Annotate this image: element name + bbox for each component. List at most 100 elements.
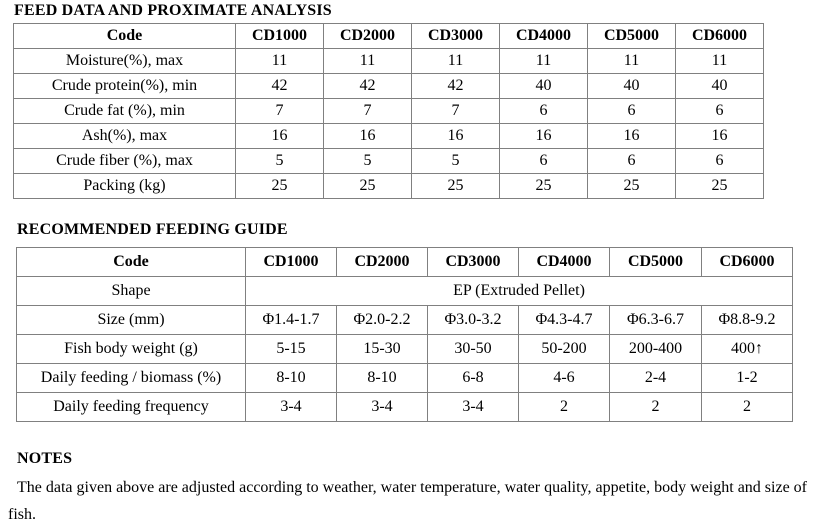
header-row: Code CD1000 CD2000 CD3000 CD4000 CD5000 … <box>16 247 793 277</box>
value-cell: 11 <box>499 48 588 74</box>
value-cell: 6 <box>587 98 676 124</box>
value-cell: 25 <box>499 173 588 199</box>
value-cell: 42 <box>411 73 500 99</box>
notes-body: The data given above are adjusted accord… <box>8 479 807 523</box>
table-row-packing: Packing (kg) 25 25 25 25 25 25 <box>13 173 764 199</box>
value-cell: 6 <box>587 148 676 174</box>
row-label: Ash(%), max <box>13 123 236 149</box>
header-row: Code CD1000 CD2000 CD3000 CD4000 CD5000 … <box>13 23 764 49</box>
value-cell: 15-30 <box>336 334 428 364</box>
column-header-cd3000: CD3000 <box>411 23 500 49</box>
value-cell: 5 <box>411 148 500 174</box>
value-cell: 16 <box>587 123 676 149</box>
value-cell: 3-4 <box>336 392 428 422</box>
value-cell: 200-400 <box>609 334 702 364</box>
row-label: Fish body weight (g) <box>16 334 246 364</box>
value-cell: 11 <box>235 48 324 74</box>
value-cell: Φ3.0-3.2 <box>427 305 519 335</box>
row-label: Crude fat (%), min <box>13 98 236 124</box>
value-cell: 40 <box>675 73 764 99</box>
value-cell: 5-15 <box>245 334 337 364</box>
notes-title: NOTES <box>17 450 73 467</box>
value-cell: 42 <box>323 73 412 99</box>
value-cell: 6 <box>675 148 764 174</box>
column-header-cd4000: CD4000 <box>518 247 610 277</box>
row-label: Crude fiber (%), max <box>13 148 236 174</box>
value-cell: Φ4.3-4.7 <box>518 305 610 335</box>
row-label: Shape <box>16 276 246 306</box>
column-header-cd5000: CD5000 <box>587 23 676 49</box>
value-cell: 2 <box>518 392 610 422</box>
value-cell: 25 <box>235 173 324 199</box>
column-header-cd4000: CD4000 <box>499 23 588 49</box>
value-cell: 6 <box>499 98 588 124</box>
value-cell: 2 <box>609 392 702 422</box>
table-row-shape: Shape EP (Extruded Pellet) <box>16 276 793 306</box>
row-label: Packing (kg) <box>13 173 236 199</box>
table-row-moisture: Moisture(%), max 11 11 11 11 11 11 <box>13 48 764 74</box>
value-cell: Φ8.8-9.2 <box>701 305 793 335</box>
value-cell: 11 <box>411 48 500 74</box>
row-label: Crude protein(%), min <box>13 73 236 99</box>
value-cell: 16 <box>235 123 324 149</box>
column-header-cd6000: CD6000 <box>675 23 764 49</box>
table-row-daily-feeding-frequency: Daily feeding frequency 3-4 3-4 3-4 2 2 … <box>16 392 793 422</box>
value-cell: 25 <box>323 173 412 199</box>
value-cell: 11 <box>587 48 676 74</box>
value-cell: 16 <box>323 123 412 149</box>
value-cell: 42 <box>235 73 324 99</box>
column-header-cd2000: CD2000 <box>336 247 428 277</box>
value-cell: Φ6.3-6.7 <box>609 305 702 335</box>
proximate-analysis-title: FEED DATA AND PROXIMATE ANALYSIS <box>14 2 332 19</box>
value-cell: 25 <box>587 173 676 199</box>
value-cell: 11 <box>323 48 412 74</box>
value-cell: 7 <box>411 98 500 124</box>
value-cell: 8-10 <box>336 363 428 393</box>
table-row-crude-protein: Crude protein(%), min 42 42 42 40 40 40 <box>13 73 764 99</box>
table-row-size: Size (mm) Φ1.4-1.7 Φ2.0-2.2 Φ3.0-3.2 Φ4.… <box>16 305 793 335</box>
value-cell: 16 <box>411 123 500 149</box>
value-cell: 8-10 <box>245 363 337 393</box>
column-header-code: Code <box>13 23 236 49</box>
value-cell: 7 <box>235 98 324 124</box>
row-label: Daily feeding frequency <box>16 392 246 422</box>
value-cell: Φ1.4-1.7 <box>245 305 337 335</box>
column-header-cd6000: CD6000 <box>701 247 793 277</box>
value-cell: 3-4 <box>427 392 519 422</box>
value-cell: 40 <box>499 73 588 99</box>
value-cell: 11 <box>675 48 764 74</box>
value-cell: 400↑ <box>701 334 793 364</box>
column-header-cd1000: CD1000 <box>245 247 337 277</box>
value-cell: 16 <box>499 123 588 149</box>
value-cell: 2-4 <box>609 363 702 393</box>
value-cell: 1-2 <box>701 363 793 393</box>
value-cell: 16 <box>675 123 764 149</box>
value-cell: 7 <box>323 98 412 124</box>
row-label: Moisture(%), max <box>13 48 236 74</box>
value-cell: Φ2.0-2.2 <box>336 305 428 335</box>
row-label: Daily feeding / biomass (%) <box>16 363 246 393</box>
value-cell: 3-4 <box>245 392 337 422</box>
feeding-guide-table: Code CD1000 CD2000 CD3000 CD4000 CD5000 … <box>16 247 793 422</box>
value-cell: 50-200 <box>518 334 610 364</box>
row-label: Size (mm) <box>16 305 246 335</box>
value-cell: 40 <box>587 73 676 99</box>
column-header-cd1000: CD1000 <box>235 23 324 49</box>
value-cell: 5 <box>323 148 412 174</box>
value-cell: 25 <box>675 173 764 199</box>
value-cell: 6-8 <box>427 363 519 393</box>
table-row-daily-feeding-biomass: Daily feeding / biomass (%) 8-10 8-10 6-… <box>16 363 793 393</box>
value-cell: 4-6 <box>518 363 610 393</box>
table-row-crude-fiber: Crude fiber (%), max 5 5 5 6 6 6 <box>13 148 764 174</box>
proximate-analysis-table: Code CD1000 CD2000 CD3000 CD4000 CD5000 … <box>13 23 764 199</box>
table-row-ash: Ash(%), max 16 16 16 16 16 16 <box>13 123 764 149</box>
column-header-cd2000: CD2000 <box>323 23 412 49</box>
shape-value-cell: EP (Extruded Pellet) <box>245 276 793 306</box>
value-cell: 6 <box>675 98 764 124</box>
value-cell: 5 <box>235 148 324 174</box>
column-header-cd5000: CD5000 <box>609 247 702 277</box>
value-cell: 2 <box>701 392 793 422</box>
value-cell: 30-50 <box>427 334 519 364</box>
feeding-guide-title: RECOMMENDED FEEDING GUIDE <box>17 221 288 238</box>
